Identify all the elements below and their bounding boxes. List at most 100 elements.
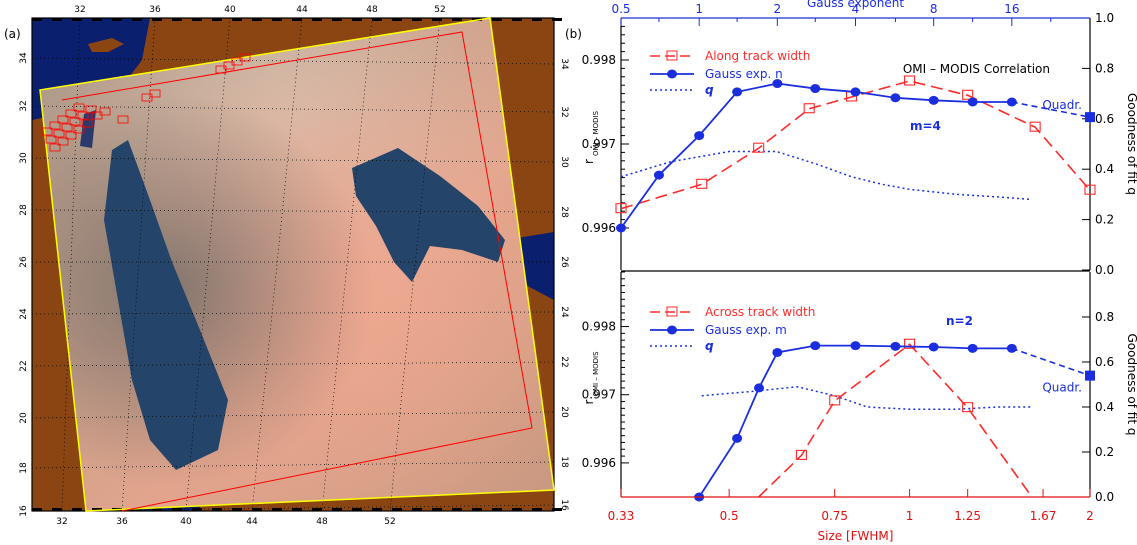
map-frame-band xyxy=(332,18,342,21)
map-frame-band xyxy=(52,18,62,21)
panel-bottom-quadr-label: Quadr. xyxy=(1042,381,1082,395)
top-axis-label: Gauss exponent xyxy=(807,0,904,10)
map-frame-band xyxy=(232,508,242,511)
map-frame-band xyxy=(292,508,302,511)
map-top-lon-tick: 32 xyxy=(74,5,85,15)
map-right-lat-tick: 28 xyxy=(559,206,569,218)
panel-bottom-y2-tick-label: 0.6 xyxy=(1095,355,1114,369)
map-frame-band xyxy=(532,18,542,21)
panel-bottom-gauss-point xyxy=(890,341,901,351)
map-frame-band xyxy=(492,18,502,21)
map-frame-band xyxy=(192,508,202,511)
bottom-axis-tick-label: 1.25 xyxy=(954,509,981,523)
panel-top-width-point xyxy=(753,142,765,153)
graticule-meridian xyxy=(251,17,303,512)
map-frame-band xyxy=(452,18,462,21)
map-frame-band xyxy=(52,508,62,511)
panel-bottom-y-tick-label: 0.997 xyxy=(582,388,616,402)
map-bottom-lon-tick: 40 xyxy=(180,517,192,527)
panel-top-y2-tick-label: 0.2 xyxy=(1095,213,1114,227)
map-frame-band xyxy=(212,18,222,21)
panel-top-y2-tick-label: 0.4 xyxy=(1095,162,1114,176)
map-bottom-lon-tick: 52 xyxy=(384,517,395,527)
panel-bottom-y2-tick-label: 0.2 xyxy=(1095,445,1114,459)
footprint-cell xyxy=(65,131,77,140)
panel-top-y-tick-label: 0.998 xyxy=(582,53,616,67)
map-left-lat-tick: 18 xyxy=(19,462,29,474)
map-frame-band xyxy=(312,18,322,21)
panel-bottom-legend-width-marker xyxy=(666,306,678,317)
panel-top-gauss-point xyxy=(850,87,861,97)
map-frame-band xyxy=(532,508,542,511)
panel-top-ylabel-sub: OMI – MODIS xyxy=(592,110,600,156)
footprint-cell xyxy=(149,89,161,98)
map-frame-ticks: 32 36 40 44 48 52 32 36 40 44 48 52 16 16 18 18 20 20 22 22… xyxy=(19,5,569,527)
map-frame-band xyxy=(232,18,242,21)
map-right-lat-tick: 34 xyxy=(559,58,569,70)
footprint-cell xyxy=(53,129,65,138)
footprint-cell xyxy=(85,105,97,114)
map-top-lon-tick: 36 xyxy=(149,5,161,15)
bottom-axis-tick-label: 0.33 xyxy=(608,509,635,523)
panel-bottom-gauss-point xyxy=(732,433,743,443)
panel-top-y2label: Goodness of fit q xyxy=(1125,93,1137,195)
map-frame-band xyxy=(72,18,82,21)
map-swath-outline xyxy=(39,17,555,512)
bottom-axis-label: Size [FWHM] xyxy=(818,529,894,543)
map-right-lat-tick: 16 xyxy=(559,499,569,511)
map-frame-band xyxy=(392,508,402,511)
panel-bottom-y2label: Goodness of fit q xyxy=(1125,334,1137,436)
panel-bottom-gauss-point xyxy=(967,343,978,353)
map-top-lon-tick: 40 xyxy=(224,5,236,15)
panel-top-width-point xyxy=(1084,184,1096,195)
map-left-lat-tick: 28 xyxy=(19,204,29,216)
map-frame-band xyxy=(492,508,502,511)
map-bottom-lon-tick: 48 xyxy=(316,517,328,527)
panel-bottom-annotation: n=2 xyxy=(946,314,973,328)
panel-top-width-point xyxy=(803,103,815,114)
panel-bottom-width-point xyxy=(962,402,974,413)
panel-top-annotation: m=4 xyxy=(910,119,941,133)
panel-bottom-series-width xyxy=(758,343,1033,498)
map-frame-band xyxy=(392,18,402,21)
footprint-cell xyxy=(117,115,129,124)
map-top-lon-tick: 52 xyxy=(434,5,445,15)
map-panel: 32 36 40 44 48 52 32 36 40 44 48 52 16 16 18 18 20 20 22 22… xyxy=(19,5,569,527)
map-frame-band xyxy=(192,18,202,21)
panel-top-gauss-point xyxy=(732,87,743,97)
panel-top-legend-q-label: q xyxy=(705,83,714,97)
map-bottom-lon-tick: 32 xyxy=(56,517,67,527)
panel-bottom-y-tick-label: 0.998 xyxy=(582,320,616,334)
bottom-axis-tick-label: 1.67 xyxy=(1030,509,1057,523)
panel-top-quadr-label: Quadr. xyxy=(1042,98,1082,112)
top-axis-tick-label: 1 xyxy=(695,2,703,16)
map-frame-band xyxy=(412,18,422,21)
map-frame-band xyxy=(72,508,82,511)
top-axis-tick-label: 0.5 xyxy=(611,2,630,16)
footprint-cell xyxy=(57,115,69,124)
map-frame-band xyxy=(412,508,422,511)
map-frame-band xyxy=(112,18,122,21)
panel-bottom-ylabel-sub: OMI – MODIS xyxy=(592,351,600,397)
map-left-lat-tick: 22 xyxy=(19,360,29,371)
map-frame-band xyxy=(252,508,262,511)
map-frame-band xyxy=(292,18,302,21)
panel-top-title: OMI – MODIS Correlation xyxy=(903,62,1050,76)
graticule-meridian xyxy=(185,17,231,512)
map-frame-band xyxy=(32,508,42,511)
panel-bottom-legend-gauss-marker xyxy=(667,325,677,335)
map-frame-band xyxy=(552,18,562,21)
map-frame-band xyxy=(272,18,282,21)
footprint-cell xyxy=(77,111,89,120)
panel-top-y2-tick-label: 0.0 xyxy=(1095,263,1114,277)
footprint-cell xyxy=(99,107,111,116)
graticule-meridian xyxy=(389,17,441,512)
panel-top-gauss-point xyxy=(772,79,783,89)
map-frame-band xyxy=(512,508,522,511)
map-frame-band xyxy=(552,508,562,511)
footprint-cell xyxy=(49,121,61,130)
map-frame-band xyxy=(352,508,362,511)
map-right-lat-tick: 32 xyxy=(559,106,569,117)
map-top-lon-tick: 44 xyxy=(296,5,308,15)
panel-top-y2-tick-label: 1.0 xyxy=(1095,11,1114,25)
